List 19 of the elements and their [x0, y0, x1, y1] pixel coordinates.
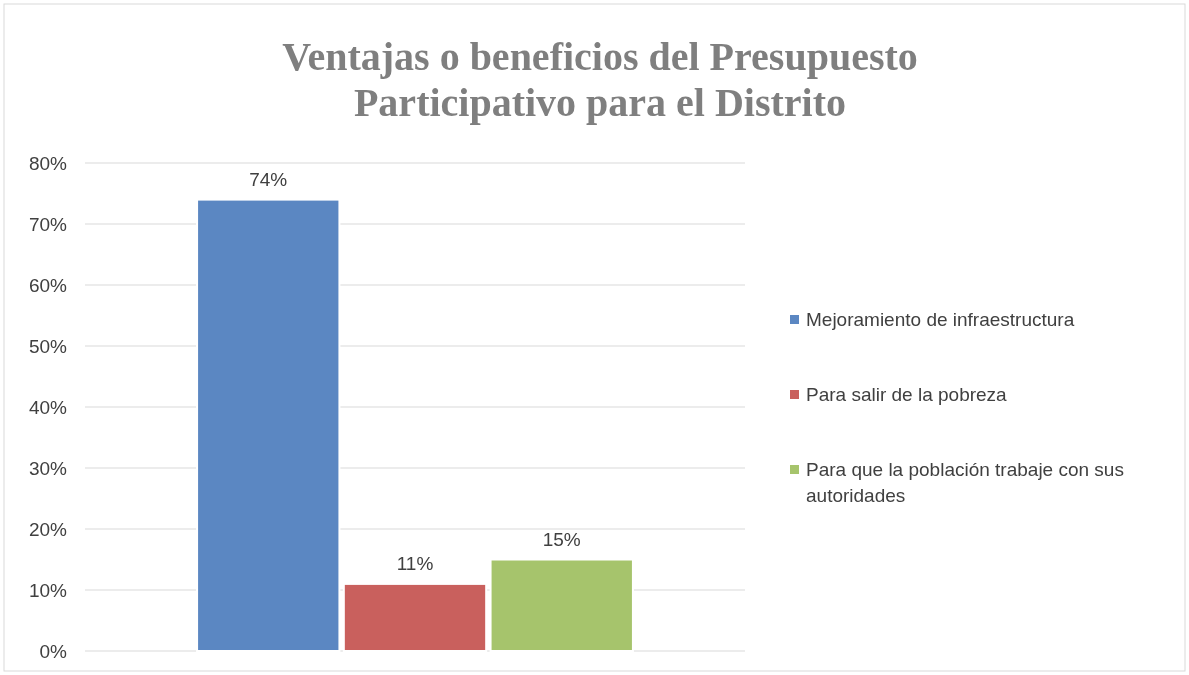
bar: [342, 582, 488, 652]
data-label: 11%: [396, 552, 434, 574]
y-tick-label: 10%: [28, 579, 68, 601]
y-tick-label: 0%: [39, 640, 68, 662]
y-tick-label: 60%: [28, 274, 68, 296]
data-label: 15%: [542, 528, 581, 550]
y-tick-label: 80%: [28, 152, 68, 174]
y-tick-label: 30%: [28, 457, 68, 479]
bar: [196, 198, 341, 652]
y-tick-label: 50%: [28, 335, 68, 357]
y-tick-label: 40%: [28, 396, 68, 418]
y-tick-label: 20%: [28, 518, 68, 540]
legend-label: Para que la población trabaje con sus autoridades: [806, 459, 1124, 506]
legend-label: Mejoramiento de infraestructura: [806, 309, 1075, 330]
bar: [489, 558, 634, 652]
data-label: 74%: [249, 168, 288, 190]
chart-title: Ventajas o beneficios del Presupuesto Participativo para el Distrito: [282, 34, 918, 125]
y-tick-label: 70%: [28, 213, 68, 235]
legend-label: Para salir de la pobreza: [806, 384, 1008, 405]
